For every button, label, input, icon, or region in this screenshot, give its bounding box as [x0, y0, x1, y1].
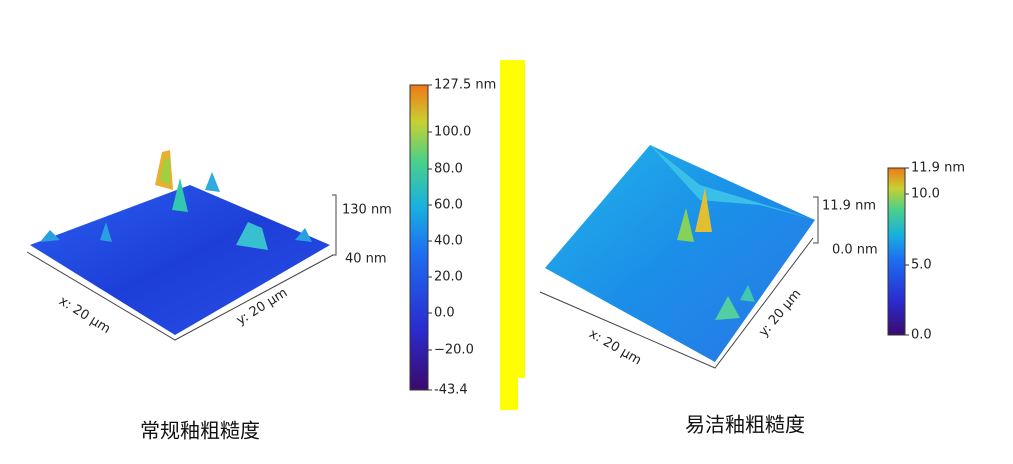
peak	[236, 222, 268, 250]
z-axis	[332, 194, 337, 256]
x-axis-label: x: 20 µm	[586, 327, 644, 369]
tick-label: 127.5 nm	[434, 78, 496, 93]
tick-label: 20.0	[434, 270, 463, 285]
peak	[40, 230, 60, 242]
tick-label: 5.0	[911, 258, 932, 273]
left-surface: 130 nm 40 nm x: 20 µm y: 20 µm 常规釉粗糙度	[26, 150, 392, 443]
tick-label: 60.0	[434, 198, 463, 213]
tick-label: 0.0	[434, 306, 455, 321]
peak	[160, 158, 170, 185]
peak	[205, 172, 220, 192]
axis-line	[539, 237, 814, 369]
divider	[500, 378, 518, 410]
peak	[677, 208, 694, 242]
surface	[30, 185, 330, 335]
ticks: 127.5 nm 100.0 80.0 60.0 40.0 20.0 0.0 −20.0 -43…	[428, 78, 496, 398]
z-top: 130 nm	[342, 203, 392, 218]
z-axis	[813, 196, 819, 244]
right-surface: 11.9 nm 0.0 nm x: 20 µm y: 20 µm 易洁釉粗糙度	[539, 145, 878, 437]
z-top: 11.9 nm	[822, 199, 876, 214]
left-colorbar: 127.5 nm 100.0 80.0 60.0 40.0 20.0 0.0 −20.0 -43…	[409, 78, 496, 398]
peak	[715, 296, 740, 320]
x-axis-label: x: 20 µm	[56, 294, 113, 337]
ticks: 11.9 nm 10.0 5.0 0.0	[905, 161, 965, 343]
caption: 常规釉粗糙度	[140, 419, 260, 443]
axis-line	[26, 251, 334, 341]
peak	[295, 228, 312, 242]
z-bottom: 0.0 nm	[832, 243, 878, 258]
tick-label: 100.0	[434, 125, 471, 140]
colorbar	[887, 167, 906, 336]
tick-label: −20.0	[434, 343, 474, 358]
surface	[545, 145, 815, 362]
z-bottom: 40 nm	[345, 252, 387, 267]
tick-label: 80.0	[434, 162, 463, 177]
peak	[695, 188, 712, 232]
y-axis-label: y: 20 µm	[756, 287, 804, 340]
tick-label: 10.0	[911, 187, 940, 202]
tick-label: 0.0	[911, 328, 932, 343]
peak	[172, 178, 188, 212]
tick-label: -43.4	[434, 383, 468, 398]
caption: 易洁釉粗糙度	[685, 413, 805, 437]
colorbar	[409, 84, 429, 391]
peak	[100, 222, 112, 242]
tick-label: 11.9 nm	[911, 161, 965, 176]
peak	[740, 285, 755, 302]
right-colorbar: 11.9 nm 10.0 5.0 0.0	[887, 161, 965, 343]
tick-label: 40.0	[434, 234, 463, 249]
divider	[500, 60, 525, 378]
